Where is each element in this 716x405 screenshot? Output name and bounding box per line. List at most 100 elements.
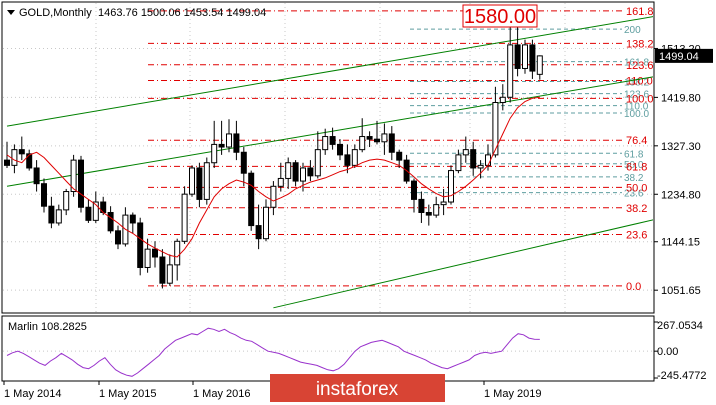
candle-body-bear (4, 159, 10, 166)
candle-body-bull (144, 248, 151, 268)
oscillator-scale-label: -245.4772 (657, 370, 707, 382)
candle-body-bull (277, 177, 284, 187)
candle-body-bull (226, 133, 232, 148)
candle-body-bull (381, 133, 388, 143)
candle-body-bear (529, 44, 536, 72)
candle-body-bull (440, 201, 447, 206)
fib-red-label: 0.0 (626, 281, 641, 293)
fib-teal-label: 38.2 (624, 173, 644, 184)
candle-body-bull (522, 44, 528, 69)
candle-body-bear (41, 183, 47, 207)
candle-body-bear (26, 153, 33, 169)
time-label: 1 May 2016 (193, 388, 250, 400)
candle-body-bull (359, 136, 366, 151)
target-callout: 1580.00 (464, 6, 536, 28)
candle-body-bear (366, 136, 373, 140)
candle-body-bull (462, 149, 469, 156)
candle-body-bull (174, 240, 181, 266)
oscillator-pane-frame (1, 315, 655, 382)
oscillator-axis: 267.0534 0.00 -245.4772 (654, 320, 707, 382)
oscillator-line (3, 327, 653, 377)
candle-body-bear (418, 198, 425, 213)
fib-red-label: 50.0 (626, 182, 647, 194)
ohlc-readout: 1463.76 1500.06 1453.54 1499.04 (98, 7, 266, 19)
candle-body-bear (33, 167, 40, 185)
candle-body-bull (70, 159, 77, 193)
candle-body-bear (159, 256, 166, 284)
candle-body-bull (270, 185, 277, 208)
candle-body-bull (314, 149, 321, 177)
price-label: 1234.80 (661, 189, 701, 201)
candle-body-bear (374, 138, 380, 143)
candle-body-bear (107, 211, 114, 232)
moving-average (6, 96, 540, 258)
candle-body-bull (536, 55, 543, 75)
candle-body-bull (166, 264, 173, 284)
price-pane-frame (1, 1, 655, 314)
ma-line (6, 96, 540, 258)
channel-line-lower (273, 219, 653, 309)
candle-body-bear (344, 154, 351, 166)
trend-channel[interactable] (6, 0, 716, 309)
fib-teal-label: 110.0 (624, 102, 649, 113)
candle-body-bull (11, 149, 18, 166)
fib-red-label: 161.8 (626, 6, 654, 18)
watermark-text: instaforex (316, 379, 399, 400)
candle-body-bear (115, 230, 121, 245)
current-price-label: 1499.04 (659, 51, 699, 63)
channel-line-middle (6, 76, 653, 187)
candle-body-bull (477, 164, 484, 169)
fib-red-label: 38.2 (626, 203, 647, 215)
fib-red-levels: 161.8138.2123.6110.0100.076.461.850.038.… (148, 6, 654, 293)
candle-body-bull (203, 162, 210, 200)
candle-body-bear (233, 133, 240, 153)
candle-body-bear (396, 151, 403, 161)
candle-body-bull (189, 167, 195, 195)
target-callout-box (462, 4, 538, 28)
fib-teal-label: 138.2 (624, 78, 649, 89)
candle-body-bear (307, 167, 314, 177)
candle-body-bull (499, 96, 506, 104)
candle-body-bear (218, 143, 225, 148)
price-axis: 1513.201419.801327.301234.801144.151051.… (654, 43, 713, 297)
candle-body-bull (263, 206, 269, 240)
price-label: 1051.65 (661, 285, 701, 297)
candle-body-bull (322, 136, 329, 151)
price-label: 1144.15 (661, 237, 700, 249)
time-label: 1 May 2015 (99, 388, 156, 400)
fib-red-label: 123.6 (626, 60, 654, 72)
candle-body-bear (78, 159, 84, 208)
time-label: 1 May 2019 (484, 388, 541, 400)
candle-body-bear (337, 143, 343, 156)
candle-body-bull (485, 154, 491, 166)
candle-body-bear (48, 205, 55, 224)
oscillator-scale-label: 0.00 (657, 346, 678, 358)
candle-body-bull (92, 201, 99, 221)
time-axis: 1 May 2014 1 May 2015 1 May 2016 1 May 2019 (3, 381, 541, 400)
watermark-banner (270, 374, 445, 402)
candle-body-bear (470, 149, 477, 169)
candle-body-bull (492, 102, 499, 156)
candle-body-bull (455, 154, 462, 172)
fib-teal-label: 50.0 (624, 160, 644, 171)
current-price-box (655, 48, 713, 63)
time-label: 1 May 2014 (4, 388, 61, 400)
candle-body-bull (448, 170, 454, 203)
fib-teal-label: 200 (624, 25, 641, 36)
oscillator-name: Marlin 108.2825 (8, 321, 87, 333)
price-label: 1327.30 (661, 141, 701, 153)
candle-body-bear (514, 44, 521, 69)
candle-body-bull (351, 149, 358, 166)
fib-teal-label: 23.6 (624, 189, 644, 200)
fib-teal-label: 123.6 (624, 90, 649, 101)
candle-body-bull (181, 193, 188, 242)
candle-body-bear (292, 162, 299, 182)
candle-body-bear (85, 206, 92, 221)
candle-body-bull (55, 209, 62, 224)
dropdown-triangle-icon[interactable] (7, 10, 15, 15)
candle-body-bear (137, 222, 144, 268)
candle-body-bull (507, 44, 514, 98)
fib-red-label: 100.0 (626, 93, 654, 105)
